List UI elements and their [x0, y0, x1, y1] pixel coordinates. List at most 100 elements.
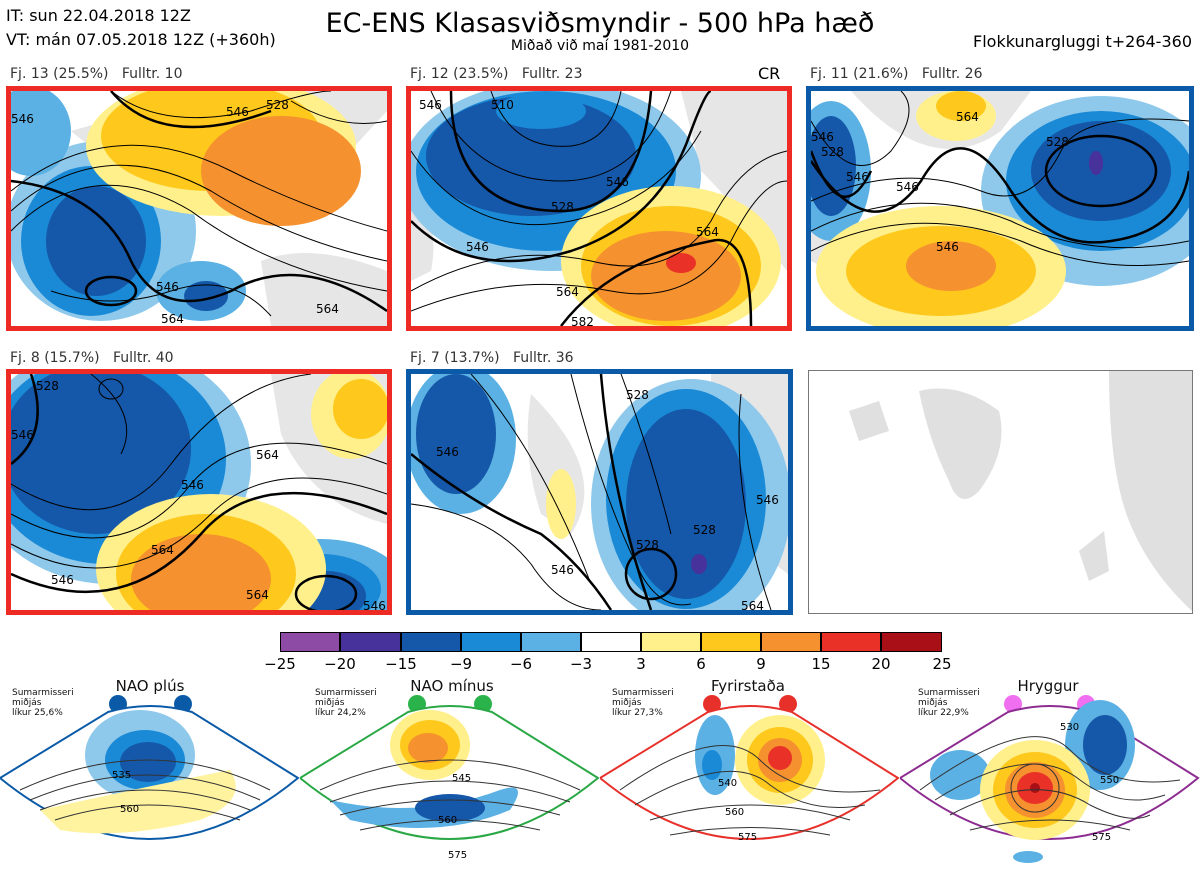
page-subtitle: Miðað við maí 1981-2010: [510, 38, 690, 54]
regime-1-contour-label: 535: [112, 770, 131, 781]
panel-4-field: 528 546 546 564 564 546 564 546: [11, 374, 387, 610]
panel-1-caption: Fj. 13 (25.5%) Fulltr. 10: [10, 66, 183, 82]
colorbar-tick-label: 20: [871, 655, 891, 673]
panel-5-contour-label: 564: [741, 599, 764, 610]
panel-3-contour-label: 564: [956, 110, 979, 124]
panel-3-contour-label: 546: [811, 130, 834, 144]
panel-4-contour-label: 564: [151, 543, 174, 557]
regime-3-dot: [779, 695, 797, 713]
regime-2-contour-label: 560: [438, 815, 457, 826]
regime-4-contour-label: 575: [1092, 832, 1111, 843]
colorbar-cell: [581, 632, 641, 652]
panel-6-land: [849, 371, 1192, 611]
colorbar-cell: [821, 632, 881, 652]
regime-3-title: Fyrirstaða: [711, 677, 785, 695]
panel-5-field: 546 528 546 528 546 528 564: [411, 374, 788, 610]
panel-3-map: 546 528 528 546 546 564 546: [806, 86, 1194, 331]
panel-6-basemap: [808, 370, 1193, 614]
panel-1-contour-label: 546: [226, 105, 249, 119]
colorbar-tick-label: −25: [264, 655, 296, 673]
panel-5-caption: Fj. 7 (13.7%) Fulltr. 36: [410, 350, 574, 366]
colorbar-tick-label: −15: [385, 655, 417, 673]
regime-4-map: 530 550 575: [900, 695, 1200, 863]
regime-3-contour-label: 575: [738, 832, 757, 843]
panel-2-caption: Fj. 12 (23.5%) Fulltr. 23: [410, 66, 583, 82]
panel-1-field: 546 528 546 564 564 546: [11, 91, 387, 326]
panel-5-contour-label: 546: [551, 563, 574, 577]
panel-3-contour-label: 546: [936, 240, 959, 254]
colorbar-cell: [521, 632, 581, 652]
panel-5-contour-label: 546: [436, 445, 459, 459]
panel-2-contour-label: 546: [606, 175, 629, 189]
panel-1-contour-label: 564: [161, 312, 184, 326]
panel-3-contour-label: 528: [821, 145, 844, 159]
regime-1-map: 535 560: [0, 695, 300, 840]
regime-1-info: Sumarmisseri miðjás líkur 25,6%: [12, 688, 74, 718]
panel-4-contour-label: 546: [363, 599, 386, 610]
valid-time: VT: mán 07.05.2018 12Z (+360h): [6, 30, 276, 49]
colorbar-cell: [340, 632, 401, 652]
panel-2-contour-label: 564: [556, 285, 579, 299]
regime-4-contour-label: 550: [1100, 775, 1119, 786]
panel-3-field: 546 528 528 546 546 564 546: [811, 91, 1189, 326]
panel-1-map: 546 528 546 564 564 546: [6, 86, 392, 331]
panel-5-contour-label: 528: [693, 523, 716, 537]
colorbar-tick-label: −9: [449, 655, 473, 673]
regime-2-info: Sumarmisseri miðjás líkur 24,2%: [315, 688, 377, 718]
panel-1-contour-label: 528: [266, 98, 289, 112]
panel-4-contour-label: 528: [36, 379, 59, 393]
regime-1-contour-label: 560: [120, 804, 139, 815]
regime-2-map: 545 560 575: [300, 695, 600, 861]
colorbar-tick-label: 6: [696, 655, 706, 673]
colorbar-cell: [701, 632, 761, 652]
panel-2-contour-label: 546: [466, 240, 489, 254]
panel-5-contour-label: 528: [626, 388, 649, 402]
panel-2-field: 546 510 528 546 564 564 546 582: [411, 91, 787, 326]
colorbar-tick-label: 25: [932, 655, 952, 673]
classification-window: Flokkunargluggi t+264-360: [973, 32, 1192, 51]
panel-2-extra-label: CR: [758, 64, 781, 83]
panel-4-contour-label: 546: [181, 478, 204, 492]
panel-4-contour-label: 546: [11, 428, 34, 442]
regime-2-title: NAO mínus: [410, 677, 494, 695]
regime-3-map: 540 560 575: [600, 695, 900, 843]
regime-3-dot: [703, 695, 721, 713]
panel-2-contour-label: 546: [419, 98, 442, 112]
regime-2-contour-label: 545: [452, 773, 471, 784]
colorbar-cell: [461, 632, 521, 652]
colorbar-cell: [401, 632, 461, 652]
panel-5-map: 546 528 546 528 546 528 564: [406, 369, 793, 615]
panel-3-contour-label: 528: [1046, 135, 1069, 149]
colorbar-tick-label: 9: [756, 655, 766, 673]
colorbar-cell: [280, 632, 340, 652]
colorbar-tick-label: −3: [569, 655, 593, 673]
colorbar-tick-label: 15: [811, 655, 831, 673]
colorbar-tick-label: 3: [636, 655, 646, 673]
panel-1-contour-label: 546: [11, 112, 34, 126]
regime-4-info: Sumarmisseri miðjás líkur 22,9%: [918, 688, 980, 718]
panel-2-contour-label: 564: [696, 225, 719, 239]
panel-2-map: 546 510 528 546 564 564 546 582: [406, 86, 792, 331]
regime-4-contour-label: 530: [1060, 722, 1079, 733]
panel-1-contour-label: 564: [316, 302, 339, 316]
panel-4-contour-label: 564: [246, 588, 269, 602]
panel-2-contour-label: 528: [551, 200, 574, 214]
page-title: EC-ENS Klasasviðsmyndir - 500 hPa hæð: [325, 8, 875, 39]
panel-4-caption: Fj. 8 (15.7%) Fulltr. 40: [10, 350, 174, 366]
panel-4-contour-label: 564: [256, 448, 279, 462]
panel-3-caption: Fj. 11 (21.6%) Fulltr. 26: [810, 66, 983, 82]
initial-time: IT: sun 22.04.2018 12Z: [6, 6, 191, 25]
colorbar: [280, 632, 942, 652]
panel-4-contour-label: 546: [51, 573, 74, 587]
panel-2-contour-label: 582: [571, 315, 594, 326]
panel-3-contour-label: 546: [846, 170, 869, 184]
panel-2-contour-label: 510: [491, 98, 514, 112]
regime-3-contour-label: 560: [725, 807, 744, 818]
panel-3-contour-label: 546: [896, 180, 919, 194]
regime-3-info: Sumarmisseri miðjás líkur 27,3%: [612, 688, 674, 718]
panel-5-contour-label: 528: [636, 538, 659, 552]
regime-4-dot: [1004, 695, 1022, 713]
colorbar-cell: [641, 632, 701, 652]
colorbar-tick-label: −20: [324, 655, 356, 673]
regime-4-title: Hryggur: [1017, 677, 1079, 695]
